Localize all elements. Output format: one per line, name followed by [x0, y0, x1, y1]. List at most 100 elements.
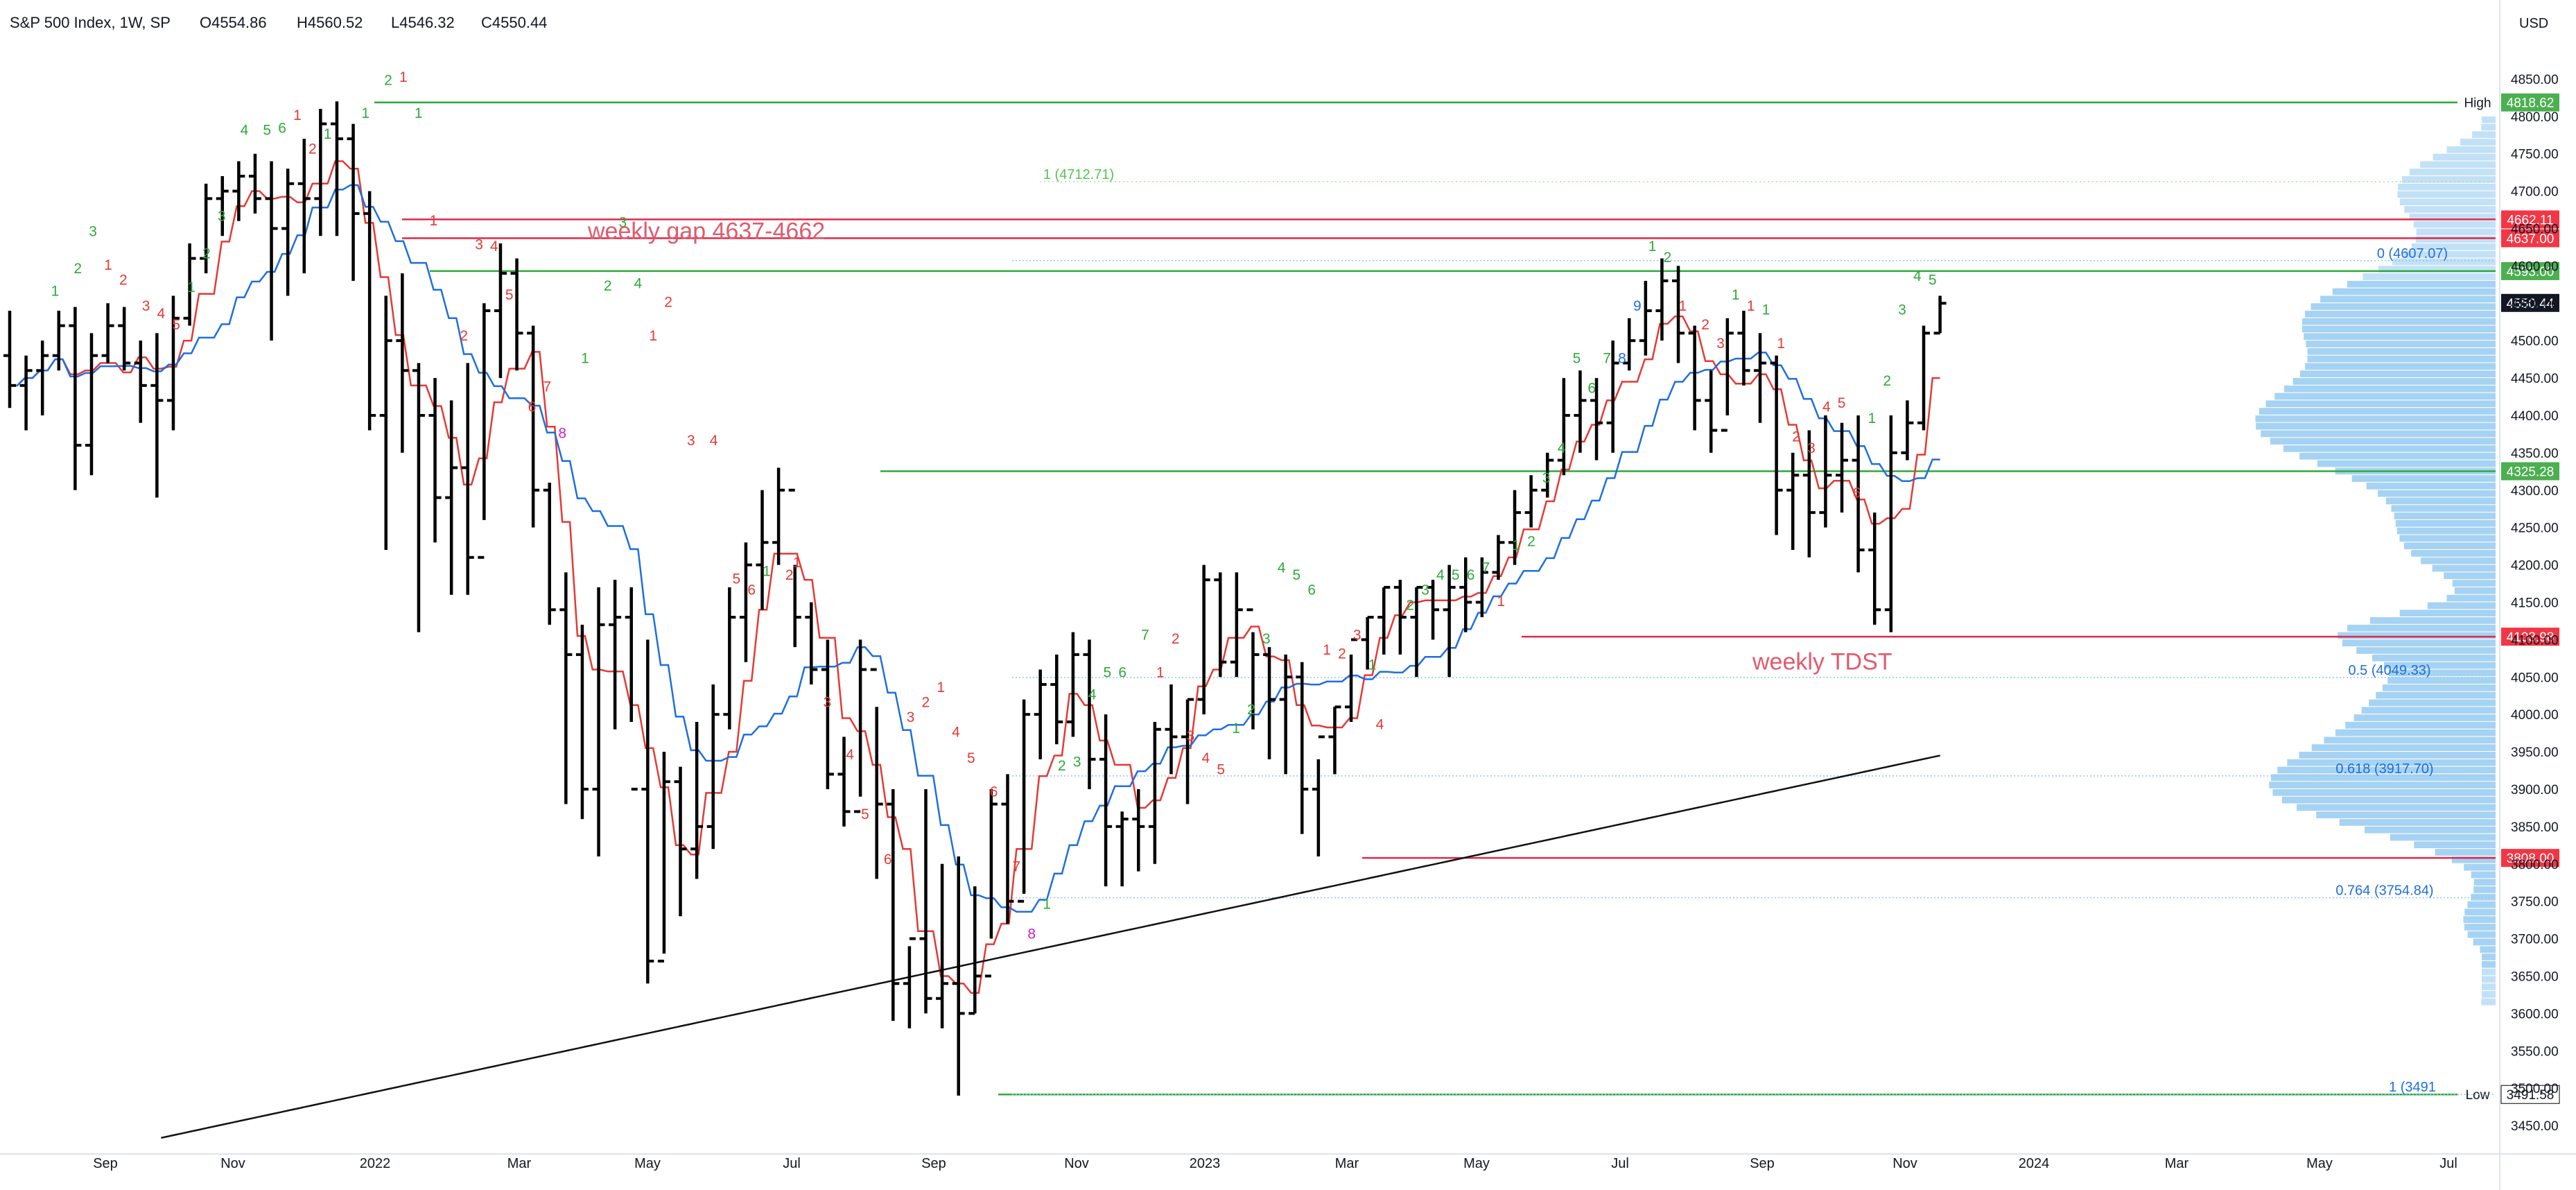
price-bar [1737, 311, 1750, 386]
price-bar [1083, 639, 1096, 789]
time-tick-label: Nov [1892, 1156, 1917, 1171]
price-bar [756, 490, 769, 610]
price-bar [183, 243, 196, 326]
td-count: 1 [937, 680, 945, 696]
price-bar [984, 788, 998, 978]
price-tag: 4593.00 [2501, 261, 2559, 280]
volume-profile-row [2342, 639, 2496, 647]
volume-profile-row [2255, 415, 2496, 422]
price-tick-label: 4600.00 [2511, 259, 2559, 274]
time-tick-label: 2024 [2019, 1156, 2050, 1171]
volume-profile-row [2464, 863, 2496, 871]
volume-profile-row [2307, 355, 2496, 363]
price-bar [903, 937, 916, 1028]
close-value: C4550.44 [481, 14, 547, 31]
td-count: 2 [1247, 702, 1255, 718]
volume-profile-row [2299, 452, 2496, 460]
price-bar [952, 856, 965, 1096]
price-bar [1050, 654, 1063, 745]
price-bar [1001, 774, 1014, 924]
volume-profile-row [2482, 954, 2496, 960]
price-bar [314, 109, 327, 236]
volume-profile-row [2305, 363, 2496, 370]
volume-profile-row [2482, 968, 2496, 976]
price-bar [1933, 295, 1947, 335]
td-count: 5 [1573, 351, 1581, 367]
annotation-text: weekly TDST [1752, 648, 1892, 675]
volume-profile-row [2369, 617, 2496, 624]
volume-profile-row [2451, 856, 2496, 863]
td-count: 6 [1853, 485, 1861, 501]
price-bar [674, 766, 687, 917]
price-bar [118, 307, 131, 371]
volume-profile-row [2416, 228, 2496, 236]
volume-profile-row [2385, 497, 2496, 505]
price-bar [248, 153, 261, 214]
volume-profile-row [2413, 221, 2496, 228]
volume-profile-row [2467, 901, 2496, 908]
time-tick-label: 2022 [360, 1156, 391, 1171]
price-tick-label: 3500.00 [2511, 1082, 2559, 1096]
price-bar [412, 363, 425, 632]
price-bar [1377, 585, 1391, 655]
volume-profile-row [2446, 594, 2496, 602]
price-tag-value: 4637.00 [2507, 232, 2555, 247]
time-axis: Sep Nov 2022 Mar May Jul Sep Nov 2023 Mar May Jul Se… [93, 1156, 2457, 1171]
price-bar [657, 752, 670, 963]
price-bar [1475, 557, 1488, 618]
price-bar [3, 311, 16, 408]
volume-profile-row [2399, 610, 2496, 616]
volume-profile-row [2283, 445, 2496, 452]
volume-profile-row [2338, 632, 2496, 639]
high-value: H4560.52 [297, 14, 363, 31]
price-bar [1721, 318, 1734, 432]
td-count: 7 [1603, 351, 1611, 367]
price-bar [772, 467, 785, 565]
price-bar [1115, 811, 1129, 887]
volume-profile-row [2299, 752, 2496, 759]
price-bar [821, 639, 834, 789]
price-tag-value: 4593.00 [2507, 265, 2555, 279]
price-bar [1557, 378, 1570, 476]
volume-profile-row [2320, 295, 2496, 303]
price-tick-label: 4550.00 [2511, 297, 2559, 311]
volume-profile-row [2383, 662, 2496, 669]
td-count: 1 [430, 213, 438, 229]
td-count: 4 [1822, 399, 1831, 415]
volume-profile-row [2347, 280, 2496, 288]
price-bar [330, 101, 343, 236]
volume-profile-row [2365, 826, 2496, 834]
price-bar [1230, 572, 1243, 678]
volume-profile-row [2427, 602, 2496, 610]
price-tick-label: 3900.00 [2511, 783, 2559, 797]
price-bar [101, 303, 114, 363]
td-count: 3 [1807, 440, 1816, 456]
td-count: 3 [1262, 631, 1271, 647]
volume-profile-row [2270, 438, 2496, 445]
volume-profile-row [2409, 213, 2496, 221]
price-bar [297, 139, 311, 274]
volume-profile-row [2481, 998, 2496, 1006]
volume-profile-row [2351, 475, 2496, 482]
price-bar [1443, 564, 1456, 678]
price-bar [1786, 452, 1800, 551]
volume-profile-row [2311, 744, 2496, 751]
volume-profile-row [2420, 161, 2496, 169]
price-bar [788, 488, 801, 648]
price-bar [609, 580, 622, 730]
price-bar [216, 176, 229, 236]
volume-profile-row [2395, 519, 2496, 527]
volume-profile-row [2394, 512, 2496, 519]
td-count: 2 [73, 261, 82, 277]
price-bar [1099, 714, 1113, 887]
price-bar [1328, 705, 1341, 775]
volume-profile-row [2473, 886, 2496, 893]
price-bar [690, 721, 704, 879]
td-count: 3 [687, 433, 695, 449]
td-count: 5 [1929, 272, 1937, 288]
header-legend: S&P 500 Index, 1W, SP O4554.86 H4560.52 … [10, 14, 2548, 31]
td-count: 6 [528, 399, 537, 415]
